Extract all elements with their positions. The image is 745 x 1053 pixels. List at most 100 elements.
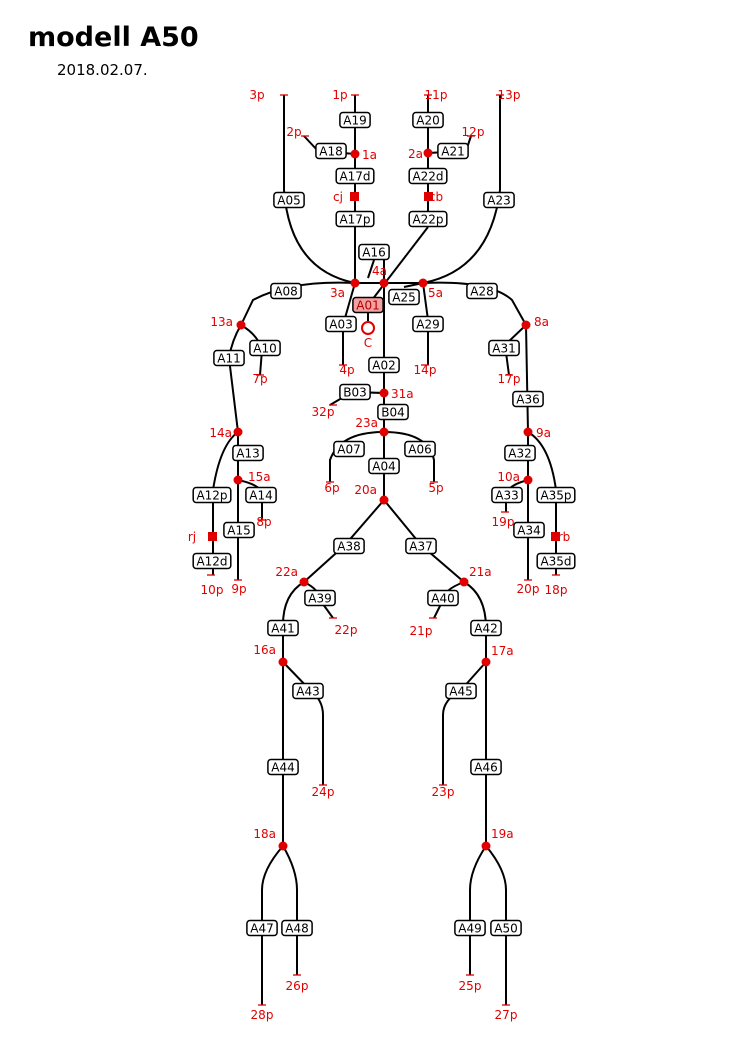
marker-label-cb: cb — [429, 190, 443, 204]
segment-box-A02: A02 — [368, 356, 400, 374]
marker-cb — [424, 192, 433, 201]
junction-dot-13a — [236, 320, 246, 330]
segment-label-A38: A38 — [337, 539, 360, 553]
segment-box-A29: A29 — [412, 315, 444, 333]
segment-label-A36: A36 — [516, 392, 539, 406]
segment-box-A17p: A17p — [335, 210, 375, 228]
segment-box-A18: A18 — [315, 142, 347, 160]
segment-box-A46: A46 — [470, 758, 502, 776]
segment-label-A43: A43 — [296, 684, 319, 698]
segment-box-A15: A15 — [223, 521, 255, 539]
segment-box-A28: A28 — [466, 282, 498, 300]
segment-label-A17p: A17p — [339, 212, 370, 226]
segment-label-A12p: A12p — [196, 488, 227, 502]
segment-label-A48: A48 — [285, 921, 308, 935]
segment-box-A45: A45 — [445, 682, 477, 700]
endpoint-label-3p: 3p — [249, 88, 264, 102]
segment-label-A40: A40 — [431, 591, 454, 605]
junction-dot-31a — [379, 388, 389, 398]
junction-label-16a: 16a — [253, 643, 276, 657]
junction-label-23a: 23a — [355, 416, 378, 430]
segment-box-A31: A31 — [488, 339, 520, 357]
segment-label-A02: A02 — [372, 358, 395, 372]
junction-dot-21a — [459, 577, 469, 587]
segment-label-A07: A07 — [337, 442, 360, 456]
endpoint-label-23p: 23p — [432, 785, 455, 799]
segment-label-A34: A34 — [517, 523, 540, 537]
segment-box-A35d: A35d — [536, 552, 576, 570]
endpoint-label-9p: 9p — [231, 582, 246, 596]
segment-box-A20: A20 — [412, 111, 444, 129]
marker-label-rj: rj — [188, 530, 196, 544]
junction-dot-14a — [233, 427, 243, 437]
junction-label-10a: 10a — [497, 470, 520, 484]
junction-dot-19a — [481, 841, 491, 851]
junction-dot-9a — [523, 427, 533, 437]
segment-box-B03: B03 — [339, 383, 371, 401]
segment-box-A16: A16 — [358, 243, 390, 261]
marker-cj — [350, 192, 359, 201]
junction-label-14a: 14a — [209, 426, 232, 440]
junction-label-22a: 22a — [275, 565, 298, 579]
segment-box-A12d: A12d — [192, 552, 232, 570]
segment-box-A44: A44 — [267, 758, 299, 776]
segment-box-A47: A47 — [246, 919, 278, 937]
junction-dot-16a — [278, 657, 288, 667]
segment-box-A38: A38 — [333, 537, 365, 555]
segment-label-A32: A32 — [508, 446, 531, 460]
segment-box-A41: A41 — [267, 619, 299, 637]
junction-label-9a: 9a — [536, 426, 551, 440]
segment-box-A06: A06 — [404, 440, 436, 458]
segment-box-A22p: A22p — [408, 210, 448, 228]
segment-label-A23: A23 — [487, 193, 510, 207]
segment-label-A39: A39 — [308, 591, 331, 605]
segment-label-A14: A14 — [249, 488, 272, 502]
junction-label-13a: 13a — [210, 315, 233, 329]
endpoint-label-32p: 32p — [312, 405, 335, 419]
segment-label-B03: B03 — [343, 385, 367, 399]
segment-label-A45: A45 — [449, 684, 472, 698]
segment-label-A50: A50 — [494, 921, 517, 935]
junction-label-31a: 31a — [391, 387, 414, 401]
segment-label-A16: A16 — [362, 245, 385, 259]
segment-label-A20: A20 — [416, 113, 439, 127]
segment-box-A05: A05 — [273, 191, 305, 209]
segment-label-A05: A05 — [277, 193, 300, 207]
segment-label-B04: B04 — [381, 405, 405, 419]
segment-box-A08: A08 — [270, 282, 302, 300]
marker-label-cj: cj — [333, 190, 343, 204]
marker-rb — [551, 532, 560, 541]
junction-label-17a: 17a — [491, 644, 514, 658]
marker-label-C: C — [364, 336, 372, 350]
endpoint-label-17p: 17p — [498, 372, 521, 386]
segment-box-A32: A32 — [504, 444, 536, 462]
segment-label-A22d: A22d — [412, 169, 443, 183]
date-label: 2018.02.07. — [57, 61, 148, 79]
segment-box-A43: A43 — [292, 682, 324, 700]
segment-label-A21: A21 — [441, 144, 464, 158]
junction-label-19a: 19a — [491, 827, 514, 841]
segment-box-A42: A42 — [470, 619, 502, 637]
endpoint-label-5p: 5p — [428, 481, 443, 495]
endpoint-label-12p: 12p — [462, 125, 485, 139]
endpoint-label-19p: 19p — [492, 515, 515, 529]
segment-label-A01: A01 — [356, 298, 379, 312]
junction-dot-10a — [523, 475, 533, 485]
segment-label-A35d: A35d — [540, 554, 571, 568]
endpoint-label-14p: 14p — [414, 363, 437, 377]
segment-box-A07: A07 — [333, 440, 365, 458]
endpoint-label-13p: 13p — [498, 88, 521, 102]
segment-box-A14: A14 — [245, 486, 277, 504]
endpoint-label-25p: 25p — [459, 979, 482, 993]
junction-label-5a: 5a — [428, 286, 443, 300]
junction-dot-23a — [379, 427, 389, 437]
marker-rj — [208, 532, 217, 541]
segment-box-A50: A50 — [490, 919, 522, 937]
junction-label-18a: 18a — [253, 827, 276, 841]
endpoint-label-26p: 26p — [286, 979, 309, 993]
segment-box-A10: A10 — [249, 339, 281, 357]
segment-box-B04: B04 — [377, 403, 409, 421]
segment-label-A33: A33 — [495, 488, 518, 502]
segment-label-A04: A04 — [372, 459, 395, 473]
